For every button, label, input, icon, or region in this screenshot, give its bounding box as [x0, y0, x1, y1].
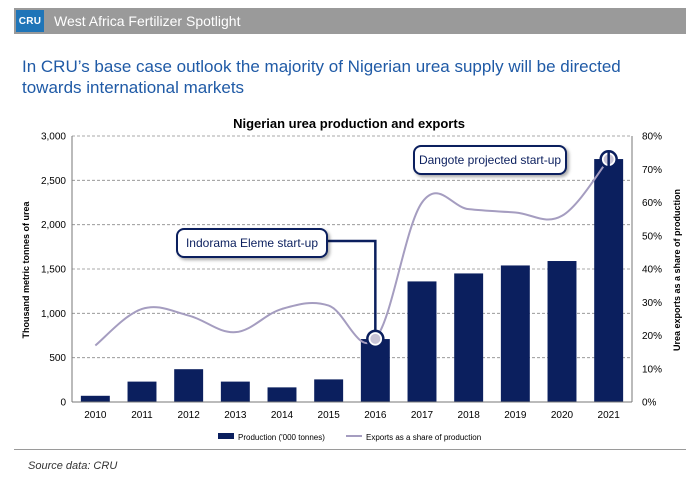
x-tick-label: 2021 [598, 410, 621, 421]
x-tick-label: 2011 [131, 410, 153, 421]
indorama-leader [324, 239, 377, 331]
bar-series [80, 159, 624, 402]
y-tick-label: 0 [60, 398, 66, 409]
indorama-callout: Indorama Eleme start-up [176, 228, 328, 258]
highlight-marker-fill [370, 333, 381, 344]
y-axis-label: Thousand metric tonnes of urea [21, 201, 31, 339]
callout-leaders [324, 151, 610, 331]
x-tick-label: 2010 [84, 410, 107, 421]
y-tick-label: 500 [49, 353, 66, 364]
bar [267, 387, 297, 402]
bar [220, 381, 250, 402]
header-banner: CRU West Africa Fertilizer Spotlight [14, 8, 686, 34]
bar [500, 265, 530, 402]
dangote-callout: Dangote projected start-up [413, 145, 567, 175]
y-tick-label: 2,500 [41, 176, 66, 187]
bar [80, 395, 110, 402]
y2-tick-label: 30% [642, 298, 662, 309]
y2-tick-label: 70% [642, 165, 662, 176]
y2-tick-label: 50% [642, 231, 662, 242]
x-tick-label: 2013 [224, 410, 247, 421]
x-tick-label: 2016 [364, 410, 387, 421]
bar [314, 379, 344, 402]
y-tick-label: 1,000 [41, 309, 66, 320]
y2-tick-label: 20% [642, 331, 662, 342]
legend-line-label: Exports as a share of production [366, 433, 481, 442]
x-tick-label: 2019 [504, 410, 527, 421]
y-tick-label: 3,000 [41, 132, 66, 143]
footer-rule [14, 449, 686, 450]
indorama-callout-text: Indorama Eleme start-up [185, 236, 319, 250]
y2-tick-label: 40% [642, 265, 662, 276]
y2-tick-label: 60% [642, 198, 662, 209]
y-tick-label: 1,500 [41, 265, 66, 276]
chart-title: Nigerian urea production and exports [233, 116, 465, 131]
x-tick-label: 2020 [551, 410, 574, 421]
x-tick-label: 2015 [318, 410, 341, 421]
x-tick-label: 2012 [178, 410, 201, 421]
y2-tick-label: 0% [642, 398, 657, 409]
bar [407, 281, 437, 402]
bar [127, 381, 157, 402]
headline: In CRU’s base case outlook the majority … [22, 57, 621, 97]
banner-title: West Africa Fertilizer Spotlight [54, 13, 241, 29]
exports-share-line [94, 158, 610, 347]
gridlines [72, 135, 632, 359]
cru-logo: CRU [16, 10, 44, 32]
y2-axis-label: Urea exports as a share of production [672, 189, 682, 351]
bar [594, 159, 624, 402]
y2-tick-label: 80% [642, 132, 662, 143]
legend-bar-swatch [218, 433, 234, 439]
y-tick-label: 2,000 [41, 220, 66, 231]
x-tick-label: 2017 [411, 410, 434, 421]
bar [454, 273, 484, 402]
legend: Production ('000 tonnes) Exports as a sh… [218, 433, 481, 442]
bar [174, 369, 204, 402]
axes: 0 500 1,000 1,500 2,000 2,500 3,000 0% 10% 20% 30%… [41, 132, 662, 422]
dangote-callout-text: Dangote projected start-up [418, 153, 562, 167]
y2-tick-label: 10% [642, 364, 662, 375]
x-tick-label: 2014 [271, 410, 294, 421]
x-tick-label: 2018 [458, 410, 481, 421]
bar [547, 261, 577, 402]
source-note: Source data: CRU [28, 460, 118, 472]
legend-bar-label: Production ('000 tonnes) [238, 433, 325, 442]
bar [360, 339, 390, 402]
